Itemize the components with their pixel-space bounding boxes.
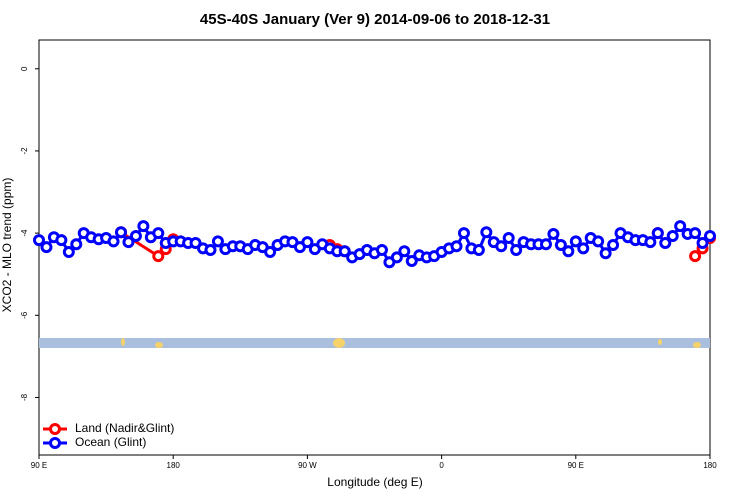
x-tick-label: 90 E xyxy=(31,461,47,470)
point xyxy=(495,240,508,253)
point xyxy=(599,247,612,260)
point xyxy=(338,245,351,258)
point xyxy=(689,250,702,263)
y-axis-label: XCO2 - MLO trend (ppm) xyxy=(0,178,14,313)
point xyxy=(696,236,709,249)
point xyxy=(569,235,582,248)
point xyxy=(55,234,68,247)
legend-marker xyxy=(49,423,61,435)
point xyxy=(651,227,664,240)
point xyxy=(472,243,485,256)
point xyxy=(264,246,277,259)
point xyxy=(480,226,493,239)
point xyxy=(211,235,224,248)
point xyxy=(644,236,657,249)
point xyxy=(204,243,217,256)
point xyxy=(502,232,515,245)
x-tick-label: 90 E xyxy=(568,461,584,470)
point xyxy=(539,238,552,251)
land-patch xyxy=(121,338,125,346)
point xyxy=(137,220,150,233)
y-tick-label: 0 xyxy=(20,66,29,71)
chart-title: 45S-40S January (Ver 9) 2014-09-06 to 20… xyxy=(200,11,550,28)
point xyxy=(547,227,560,240)
point xyxy=(115,226,128,239)
point xyxy=(607,239,620,252)
legend-label: Land (Nadir&Glint) xyxy=(75,421,174,435)
x-tick-label: 0 xyxy=(439,461,444,470)
land-patch xyxy=(693,342,701,348)
land-patch xyxy=(333,338,345,348)
x-axis-label: Longitude (deg E) xyxy=(327,475,422,489)
point xyxy=(554,239,567,252)
point xyxy=(450,240,463,253)
series xyxy=(33,220,716,269)
point xyxy=(398,245,411,258)
point xyxy=(129,229,142,242)
x-tick-label: 90 W xyxy=(298,461,317,470)
land-patch xyxy=(658,339,662,345)
plot-frame xyxy=(38,39,711,456)
point xyxy=(405,255,418,268)
x-tick-label: 180 xyxy=(167,461,181,470)
point xyxy=(152,250,165,263)
point xyxy=(375,243,388,256)
point xyxy=(107,235,120,248)
point xyxy=(704,229,716,242)
legend-label: Ocean (Glint) xyxy=(75,435,146,449)
legend-marker xyxy=(49,437,61,449)
land-mask-strip xyxy=(39,338,710,348)
point xyxy=(577,242,590,255)
point xyxy=(666,229,679,242)
point xyxy=(40,241,53,254)
point xyxy=(457,227,470,240)
y-tick-label: -2 xyxy=(20,147,29,155)
ocean-strip xyxy=(39,338,710,348)
point xyxy=(659,236,672,249)
point xyxy=(33,234,45,247)
point xyxy=(390,251,403,264)
point xyxy=(122,236,135,249)
point xyxy=(689,227,702,240)
point xyxy=(592,235,605,248)
y-tick-label: -4 xyxy=(20,229,29,237)
y-tick-label: -8 xyxy=(20,393,29,401)
x-tick-label: 180 xyxy=(703,461,717,470)
point xyxy=(62,246,75,259)
land-patch xyxy=(155,342,163,348)
point xyxy=(301,236,314,249)
point xyxy=(510,243,523,256)
point xyxy=(674,220,687,233)
point xyxy=(70,238,83,251)
y-tick-label: -6 xyxy=(20,311,29,319)
point xyxy=(189,236,202,249)
point xyxy=(562,245,575,258)
point xyxy=(152,227,165,240)
